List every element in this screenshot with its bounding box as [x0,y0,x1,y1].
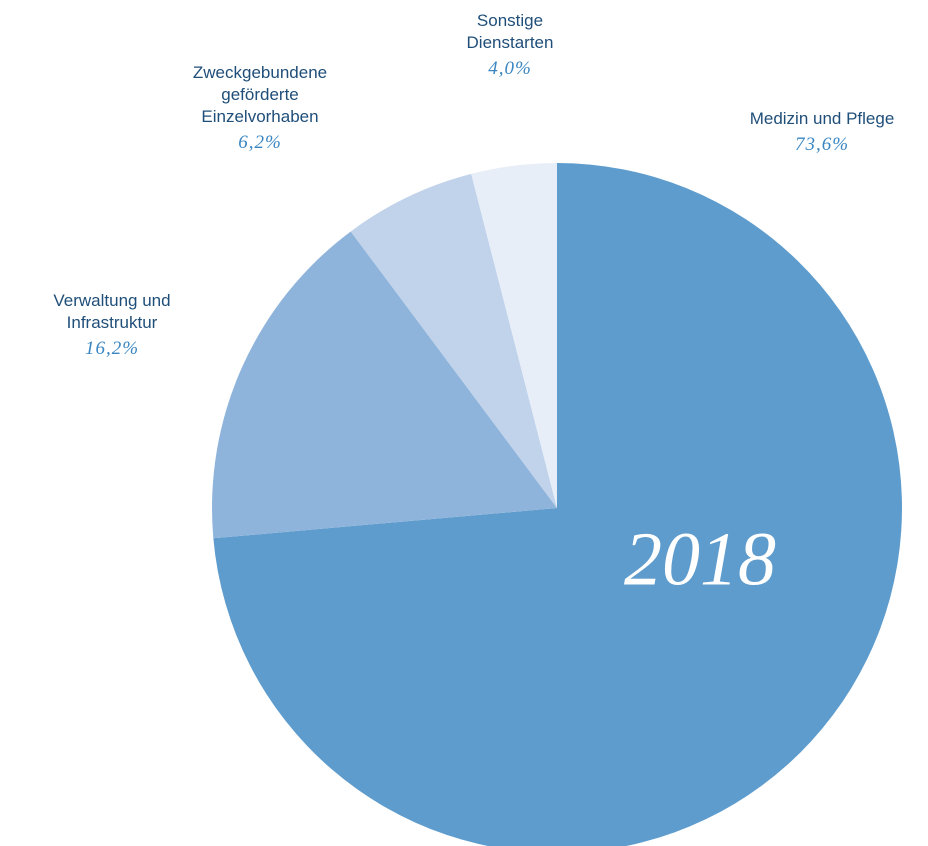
value-label: 4,0% [488,58,532,79]
slice-label: Medizin und Pflege 73,6% [702,108,928,156]
category-name: Medizin und Pflege [749,109,895,128]
pie-slice [350,173,557,508]
slice-label: Verwaltung und Infrastruktur 16,2% [22,290,202,360]
category-name: Verwaltung und Infrastruktur [53,291,171,332]
pie-slice [471,163,557,508]
year-annotation: 2018 [624,517,776,602]
pie-slice [212,231,558,539]
value-label: 6,2% [238,132,282,153]
category-name: Sonstige Dienstarten [466,11,554,52]
pie-slice [213,163,902,846]
category-name: Zweckgebundene geförderte Einzelvorhaben [192,63,328,126]
slice-label: Zweckgebundene geförderte Einzelvorhaben… [185,62,335,154]
value-label: 73,6% [794,134,850,155]
slice-label: Sonstige Dienstarten 4,0% [455,10,565,80]
value-label: 16,2% [84,338,140,359]
